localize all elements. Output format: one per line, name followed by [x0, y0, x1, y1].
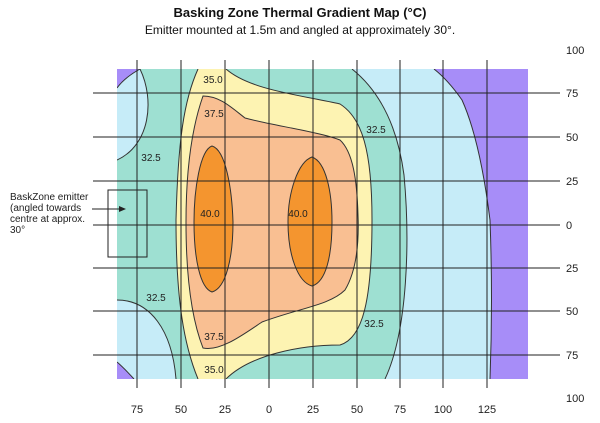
- contour-line-37-5: [185, 95, 359, 350]
- contour-label: 32.5: [146, 293, 166, 304]
- y-tick-label: 25: [566, 176, 578, 188]
- contour-label: 37.5: [204, 332, 224, 343]
- x-tick-label: 0: [266, 404, 272, 416]
- y-tick-label: 0: [566, 220, 572, 232]
- contour-label: 40.0: [288, 209, 308, 220]
- contour-label: 40.0: [200, 209, 220, 220]
- x-tick-label: 125: [478, 404, 496, 416]
- grid-lines: [93, 60, 560, 388]
- contour-line-27-5-left-bottom: [117, 361, 135, 379]
- emitter-box: [107, 189, 148, 258]
- y-tick-label: 50: [566, 306, 578, 318]
- contour-line-27-5-right: [433, 69, 492, 379]
- x-tick-label: 25: [307, 404, 319, 416]
- y-tick-label: 75: [566, 88, 578, 100]
- contour-label: 32.5: [366, 125, 386, 136]
- contour-line-35-0: [175, 69, 373, 379]
- contour-label: 37.5: [204, 109, 224, 120]
- contour-label: 35.0: [204, 365, 224, 376]
- contour-lines: [117, 69, 492, 379]
- x-tick-label: 50: [175, 404, 187, 416]
- x-tick-label: 100: [434, 404, 452, 416]
- chart-title: Basking Zone Thermal Gradient Map (°C): [173, 5, 427, 20]
- contour-fills: [117, 69, 528, 379]
- contour-line-40-0-left: [193, 145, 234, 293]
- contour-label: 32.5: [141, 153, 161, 164]
- chart-subtitle: Emitter mounted at 1.5m and angled at ap…: [144, 23, 456, 37]
- y-axis-ticks: 100 75 50 25 0 25 50 75 100: [566, 45, 584, 405]
- x-tick-label: 25: [219, 404, 231, 416]
- x-tick-label: 75: [131, 404, 143, 416]
- contour-label: 35.0: [203, 75, 223, 86]
- region-40-0-right: [288, 157, 332, 286]
- x-tick-label: 50: [351, 404, 363, 416]
- contour-label: 32.5: [364, 319, 384, 330]
- y-tick-label: 100: [566, 393, 584, 405]
- region-27-5-left-top: [117, 69, 140, 88]
- y-tick-label: 75: [566, 350, 578, 362]
- x-tick-label: 75: [394, 404, 406, 416]
- contour-line-40-0-right: [287, 156, 333, 287]
- x-axis-ticks: 75 50 25 0 25 50 75 100 125: [131, 404, 496, 416]
- y-tick-label: 50: [566, 132, 578, 144]
- y-tick-label: 100: [566, 45, 584, 57]
- region-27-5-right: [434, 69, 528, 379]
- emitter-annotation: BaskZone emitter (angled towards centre …: [10, 192, 89, 236]
- emitter-pointer-arrowhead: [119, 206, 126, 212]
- region-40-0-left: [194, 146, 233, 292]
- contour-labels: 35.0 37.5 32.5 32.5 40.0 40.0 32.5 32.5 37.5 35.0: [141, 75, 386, 376]
- y-tick-label: 25: [566, 263, 578, 275]
